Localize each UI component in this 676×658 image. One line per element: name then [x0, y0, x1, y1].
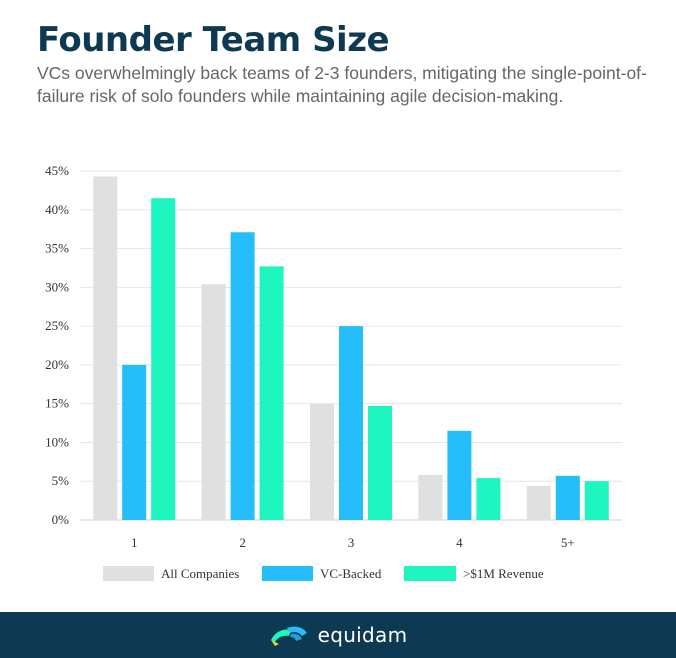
bar-vc-backed-3[interactable] [339, 326, 363, 520]
x-axis-ticks: 1 2 3 4 5+ [131, 535, 575, 550]
bar--1m-revenue-4[interactable] [476, 478, 501, 520]
bars [93, 176, 609, 520]
y-tick-label: 30% [45, 279, 69, 294]
legend: All Companies VC-Backed >$1M Revenue [103, 566, 544, 581]
chart-subtitle: VCs overwhelmingly back teams of 2-3 fou… [37, 63, 647, 106]
bar--1m-revenue-2[interactable] [259, 266, 284, 520]
y-tick-label: 40% [45, 202, 69, 217]
bar-all-companies-3[interactable] [310, 403, 334, 520]
legend-label: All Companies [161, 566, 239, 581]
bar-all-companies-2[interactable] [201, 284, 226, 520]
bar--1m-revenue-5plus[interactable] [584, 481, 609, 520]
y-axis-ticks: 0% 5% 10% 15% 20% 25% 30% 35% 40% 45% [45, 163, 69, 527]
x-tick-label: 1 [131, 535, 138, 550]
bar-all-companies-1[interactable] [93, 176, 118, 520]
legend-label: VC-Backed [320, 566, 382, 581]
bar-all-companies-5plus[interactable] [526, 485, 551, 520]
y-tick-label: 25% [45, 318, 69, 333]
bar--1m-revenue-3[interactable] [368, 405, 392, 520]
y-tick-label: 45% [45, 163, 69, 178]
chart-header: Founder Team Size VCs overwhelmingly bac… [37, 14, 647, 107]
x-tick-label: 4 [456, 535, 463, 550]
y-tick-label: 15% [45, 396, 69, 411]
y-tick-label: 5% [52, 473, 70, 488]
y-tick-label: 0% [52, 512, 70, 527]
legend-swatch [404, 566, 456, 581]
y-tick-label: 35% [45, 241, 69, 256]
y-tick-label: 20% [45, 357, 69, 372]
x-tick-label: 2 [239, 535, 246, 550]
bar-vc-backed-2[interactable] [230, 232, 255, 520]
brand-name: equidam [317, 623, 408, 647]
legend-label: >$1M Revenue [463, 566, 544, 581]
bar-all-companies-4[interactable] [418, 475, 443, 520]
footer-bar: equidam [0, 612, 676, 658]
brand[interactable]: equidam [269, 623, 408, 647]
x-tick-label: 3 [348, 535, 355, 550]
chart-title: Founder Team Size [37, 20, 390, 60]
bar-chart: 0% 5% 10% 15% 20% 25% 30% 35% 40% 45% 1 2 3 4 5+ All … [45, 163, 622, 581]
x-tick-label: 5+ [561, 535, 575, 550]
bar-vc-backed-1[interactable] [122, 364, 147, 520]
bar-vc-backed-4[interactable] [447, 430, 472, 520]
bar--1m-revenue-1[interactable] [151, 198, 176, 520]
legend-swatch [103, 566, 154, 581]
bar-vc-backed-5plus[interactable] [555, 475, 580, 520]
legend-swatch [262, 566, 313, 581]
equidam-logo-icon [270, 626, 307, 646]
y-tick-label: 10% [45, 434, 69, 449]
